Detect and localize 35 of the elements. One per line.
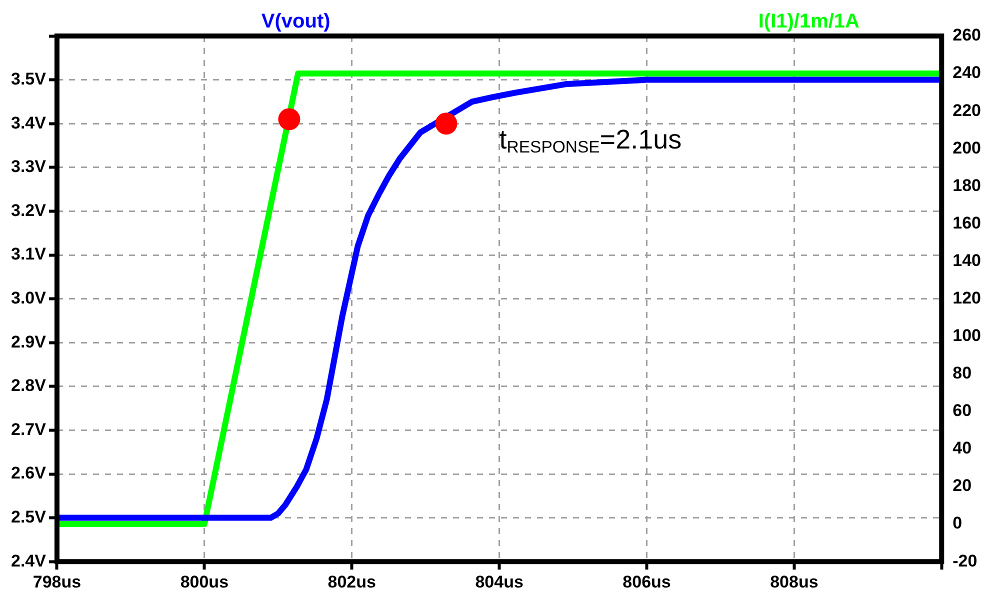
- y-tick-label: 2.5V: [10, 507, 47, 526]
- x-tick-label: 798us: [32, 572, 82, 592]
- x-tick-label: 800us: [180, 572, 229, 592]
- y2-tick-label: 20: [952, 476, 972, 496]
- y-tick-label: 2.4V: [10, 551, 47, 570]
- y2-tick-label: 120: [952, 288, 982, 308]
- y2-tick-label: 140: [952, 250, 982, 270]
- y-tick-label: 3.4V: [10, 113, 47, 132]
- x-tick-label: 806us: [622, 572, 671, 592]
- y-tick-label: 3.1V: [10, 244, 47, 264]
- y2-tick-label: 200: [952, 138, 982, 158]
- y2-tick-label: 180: [952, 176, 982, 195]
- text: V(vout): [261, 10, 330, 33]
- y2-tick-label: 60: [952, 401, 972, 420]
- y2-tick-label: 0: [952, 514, 962, 533]
- y-tick-label: 3.0V: [10, 288, 47, 308]
- y2-tick-label: 240: [952, 63, 982, 82]
- y2-tick-label: 220: [952, 100, 982, 120]
- y-tick-label: 2.9V: [10, 332, 47, 352]
- y-tick-label: 3.2V: [10, 200, 47, 220]
- x-tick-label: 804us: [475, 572, 524, 592]
- y-tick-label: 3.5V: [10, 69, 47, 88]
- y2-tick-label: -20: [952, 551, 978, 570]
- y2-tick-label: 260: [952, 26, 982, 45]
- y2-tick-label: 100: [952, 326, 982, 346]
- x-tick-label: 808us: [770, 572, 818, 592]
- y2-tick-label: 80: [952, 364, 972, 383]
- y-tick-label: 2.8V: [10, 376, 47, 396]
- x-tick-label: 802us: [328, 572, 376, 592]
- y-tick-label: 2.7V: [10, 420, 47, 439]
- y-tick-label: 3.3V: [10, 157, 47, 176]
- y-tick-label: 2.6V: [10, 464, 47, 483]
- y2-tick-label: 40: [952, 438, 972, 458]
- text: I(I1)/1m/1A: [758, 10, 860, 33]
- y2-tick-label: 160: [952, 213, 982, 232]
